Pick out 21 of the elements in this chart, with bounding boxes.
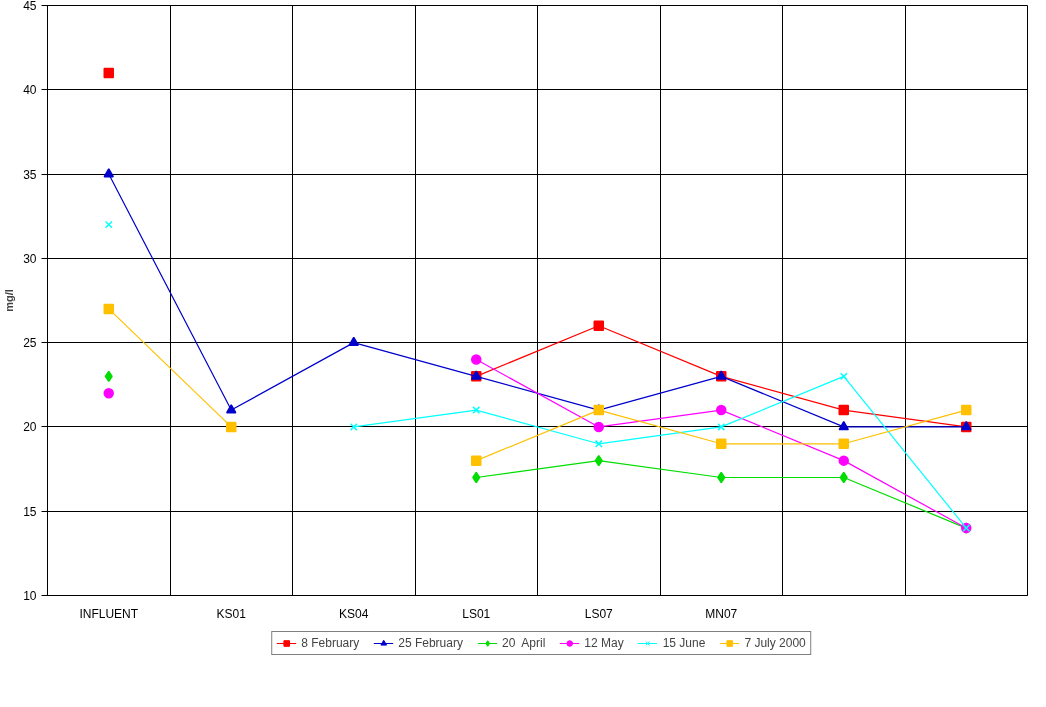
y-axis-title: mg/l xyxy=(3,289,16,312)
y-tick-label: 25 xyxy=(23,336,37,351)
x-tick-label: MN07 xyxy=(705,606,738,621)
x-tick-label: LS07 xyxy=(584,606,614,621)
y-tick-label: 40 xyxy=(23,83,37,98)
legend-label: 7 July 2000 xyxy=(744,636,806,650)
x-tick-label: KS01 xyxy=(216,606,247,621)
x-tick-label: INFLUENT xyxy=(79,606,139,621)
y-tick-label: 15 xyxy=(23,504,37,519)
y-tick-label: 45 xyxy=(23,0,37,13)
legend-label: 20 April xyxy=(501,636,546,650)
y-tick-label: 20 xyxy=(23,420,37,435)
legend-label: 8 February xyxy=(301,636,360,650)
legend-label: 15 June xyxy=(662,636,706,650)
legend-label: 25 February xyxy=(398,636,463,650)
legend-label: 12 May xyxy=(584,636,624,650)
y-tick-label: 10 xyxy=(23,589,37,603)
y-tick-label: 35 xyxy=(23,167,37,182)
y-tick-label: 30 xyxy=(23,251,37,266)
x-tick-label: KS04 xyxy=(339,606,369,621)
x-tick-label: LS01 xyxy=(462,606,491,621)
